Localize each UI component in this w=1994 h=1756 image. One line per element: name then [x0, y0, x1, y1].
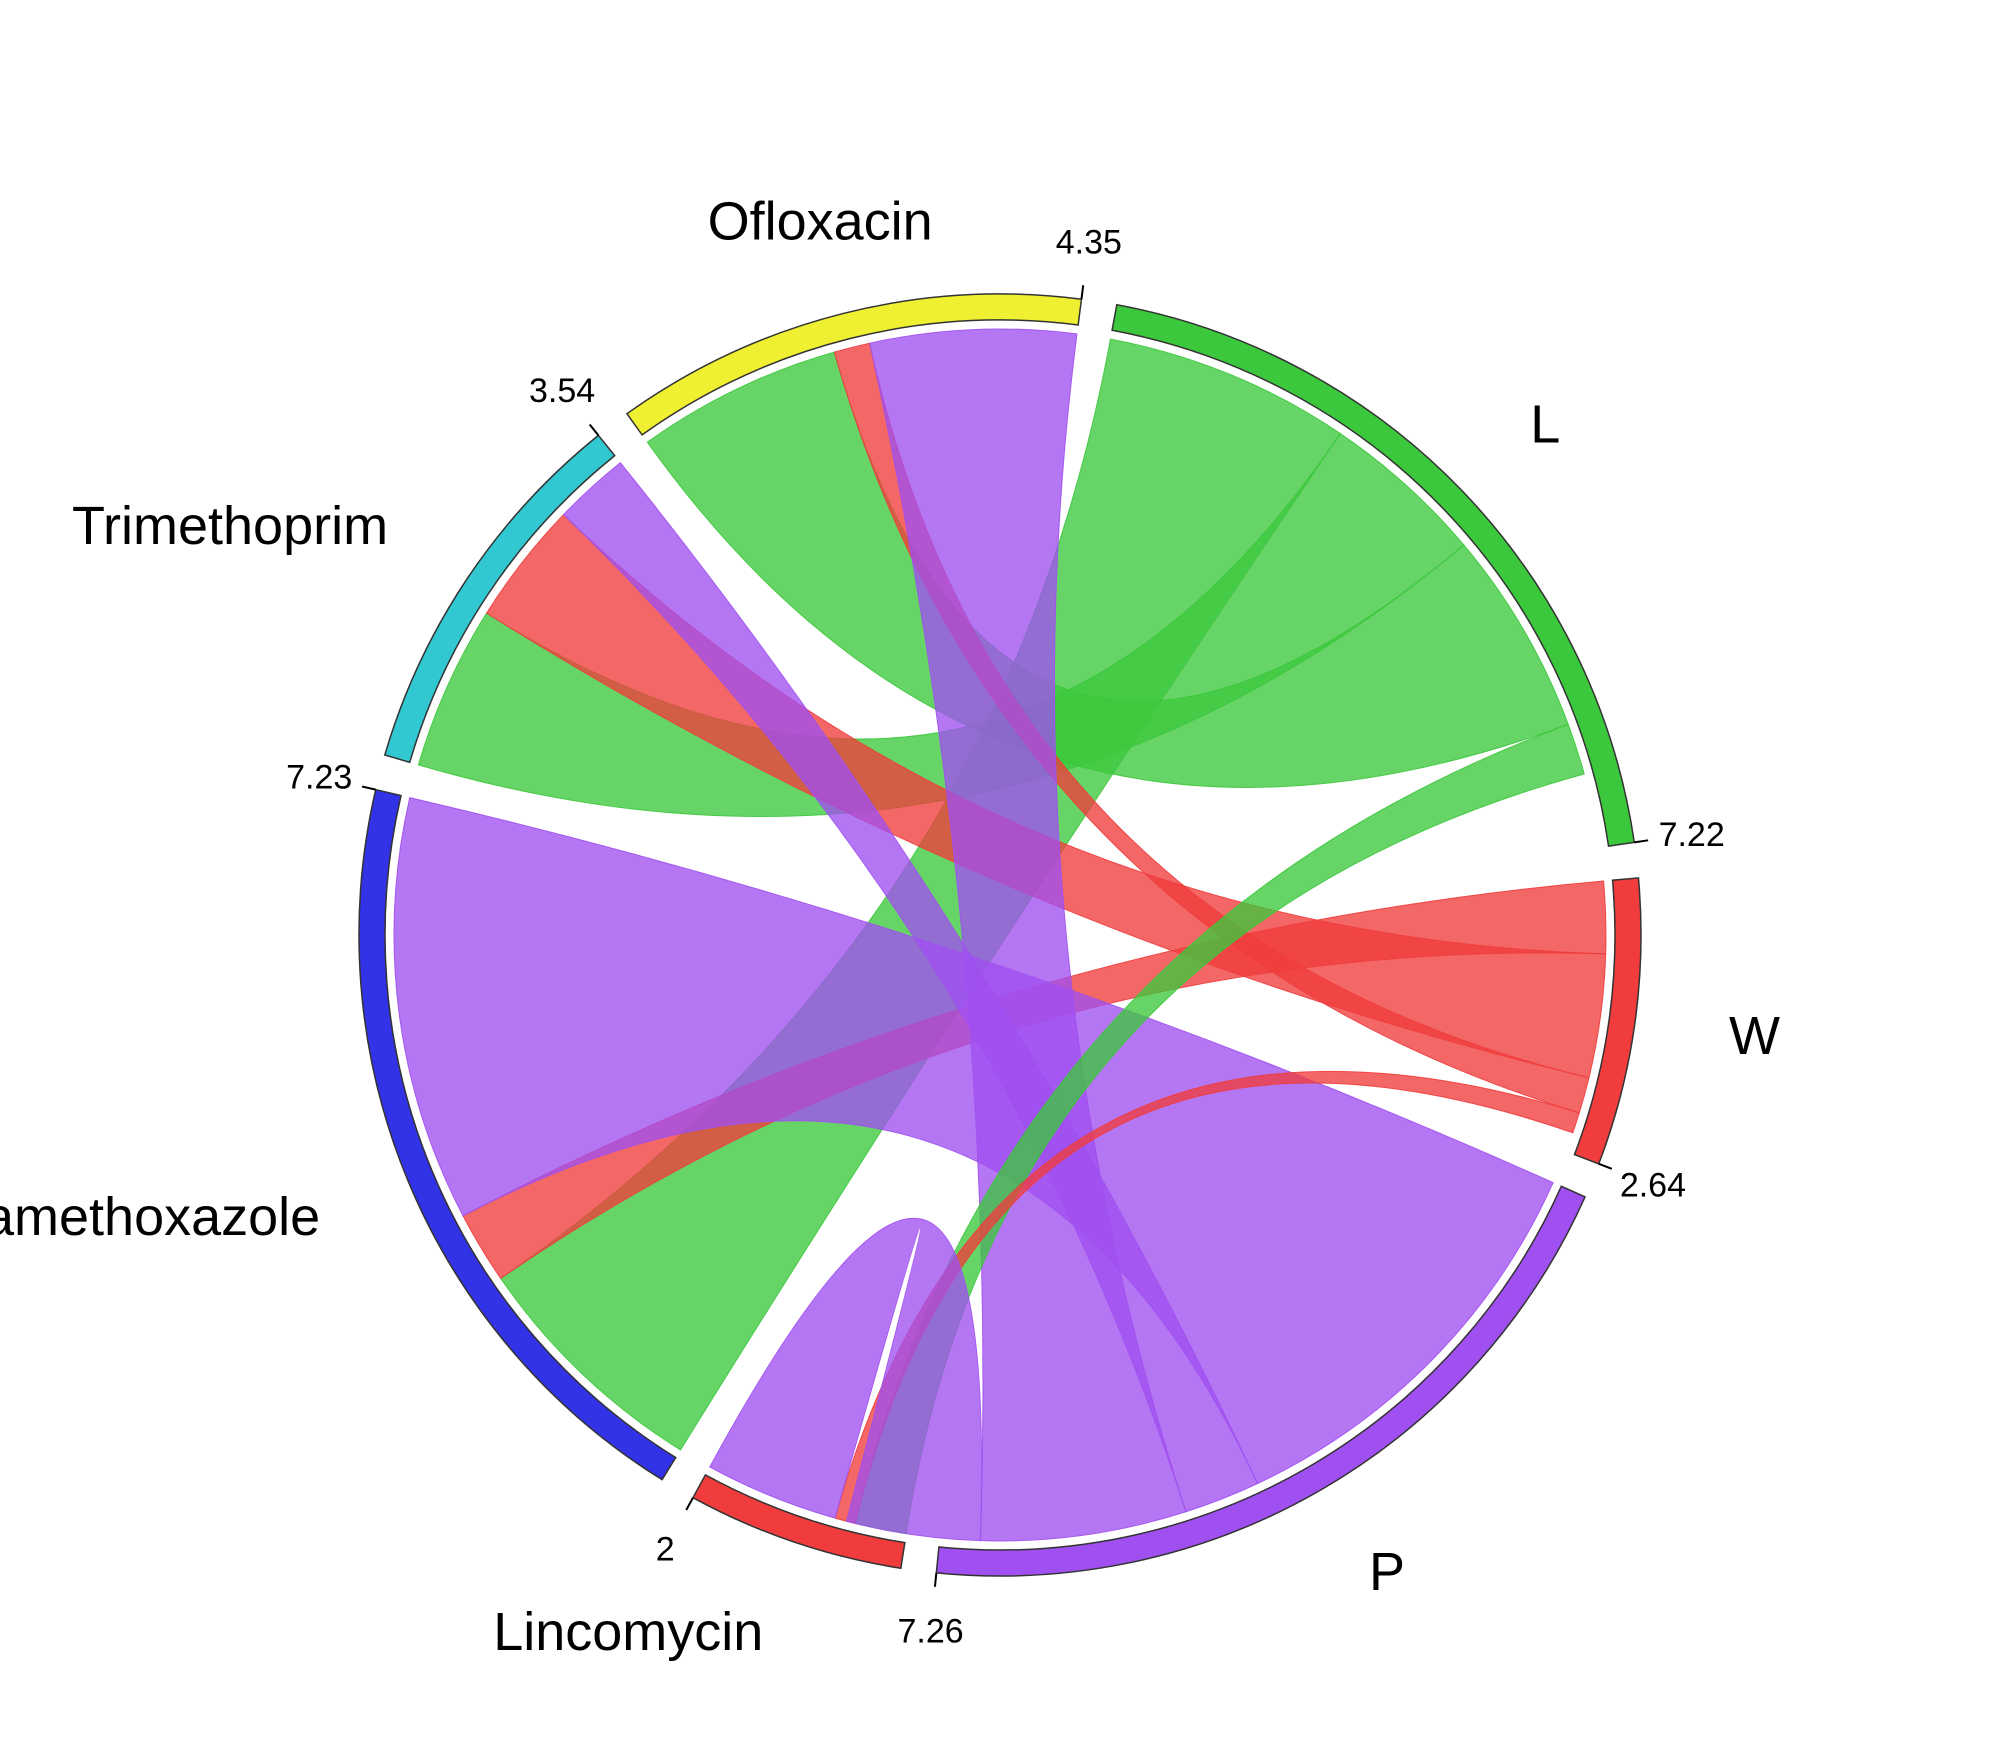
segment-end-tick-l — [1634, 839, 1649, 844]
segment-label-p: P — [1369, 1542, 1405, 1602]
segment-end-tick-sulfamethoxazole — [361, 785, 376, 791]
tick-label-trimethoprim: 3.54 — [529, 372, 595, 410]
segment-arc-trimethoprim — [383, 434, 616, 764]
segment-arc-l — [1111, 303, 1636, 847]
segment-arc-w — [1573, 877, 1642, 1165]
segment-arc-ofloxacin — [625, 293, 1083, 436]
segment-arc-sulfamethoxazole — [358, 788, 677, 1481]
segment-end-tick-w — [1598, 1162, 1613, 1170]
segment-end-tick-trimethoprim — [588, 423, 600, 437]
tick-label-lincomycin: 2 — [656, 1531, 675, 1569]
segment-arcs-group — [358, 285, 1649, 1587]
tick-label-w: 2.64 — [1620, 1167, 1686, 1205]
tick-labels-group: 7.22 2.64 7.26 2 7.23 3.54 4.35 — [286, 224, 1725, 1651]
segment-labels-group: L W P Lincomycin Sulfamethoxazole Trimethopri… — [0, 191, 1780, 1662]
segment-label-trimethoprim: Trimethoprim — [72, 496, 388, 556]
segment-label-l: L — [1530, 395, 1560, 455]
segment-arc-p — [935, 1185, 1587, 1577]
tick-label-ofloxacin: 4.35 — [1056, 224, 1122, 262]
segment-end-tick-ofloxacin — [1080, 285, 1085, 300]
segment-label-ofloxacin: Ofloxacin — [708, 191, 933, 251]
segment-label-w: W — [1729, 1006, 1780, 1066]
segment-label-sulfamethoxazole: Sulfamethoxazole — [0, 1187, 320, 1247]
segment-end-tick-lincomycin — [685, 1497, 694, 1511]
segment-end-tick-p — [933, 1572, 938, 1587]
tick-label-sulfamethoxazole: 7.23 — [286, 758, 352, 796]
chord-lincomycin-to-p — [709, 1218, 983, 1542]
segment-arc-lincomycin — [691, 1473, 906, 1570]
chord-ofloxacin-to-p — [869, 328, 1187, 1542]
tick-label-l: 7.22 — [1659, 816, 1725, 854]
ribbons-group — [393, 328, 1607, 1542]
tick-label-p: 7.26 — [897, 1613, 963, 1651]
segment-label-lincomycin: Lincomycin — [493, 1602, 763, 1662]
chord-trimethoprim-to-p — [562, 461, 1259, 1513]
